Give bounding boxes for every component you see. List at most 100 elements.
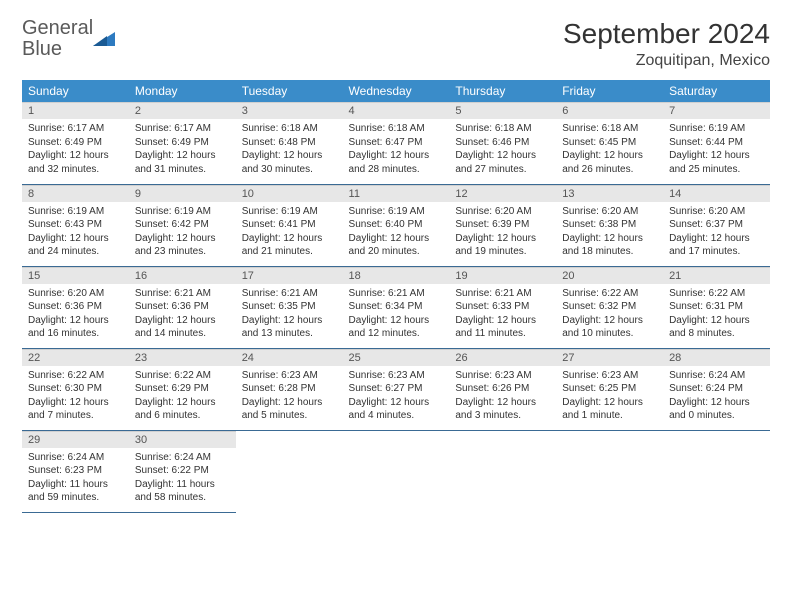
calendar-cell: 15Sunrise: 6:20 AMSunset: 6:36 PMDayligh… bbox=[22, 266, 129, 348]
day-info: Sunrise: 6:24 AMSunset: 6:22 PMDaylight:… bbox=[129, 448, 236, 509]
calendar-cell bbox=[449, 430, 556, 512]
day-info: Sunrise: 6:20 AMSunset: 6:37 PMDaylight:… bbox=[663, 202, 770, 263]
day-number: 27 bbox=[556, 349, 663, 366]
calendar-table: Sunday Monday Tuesday Wednesday Thursday… bbox=[22, 80, 770, 513]
calendar-cell: 29Sunrise: 6:24 AMSunset: 6:23 PMDayligh… bbox=[22, 430, 129, 512]
weekday-heading: Thursday bbox=[449, 80, 556, 102]
day-info: Sunrise: 6:20 AMSunset: 6:39 PMDaylight:… bbox=[449, 202, 556, 263]
title-block: September 2024 Zoquitipan, Mexico bbox=[563, 18, 770, 70]
day-number: 20 bbox=[556, 267, 663, 284]
day-number: 29 bbox=[22, 431, 129, 448]
weekday-heading: Wednesday bbox=[343, 80, 450, 102]
calendar-cell: 12Sunrise: 6:20 AMSunset: 6:39 PMDayligh… bbox=[449, 184, 556, 266]
day-info: Sunrise: 6:22 AMSunset: 6:29 PMDaylight:… bbox=[129, 366, 236, 427]
calendar-cell bbox=[343, 430, 450, 512]
calendar-cell bbox=[663, 430, 770, 512]
calendar-cell: 21Sunrise: 6:22 AMSunset: 6:31 PMDayligh… bbox=[663, 266, 770, 348]
day-number: 23 bbox=[129, 349, 236, 366]
day-number: 28 bbox=[663, 349, 770, 366]
day-info: Sunrise: 6:19 AMSunset: 6:40 PMDaylight:… bbox=[343, 202, 450, 263]
weekday-heading: Tuesday bbox=[236, 80, 343, 102]
calendar-cell: 25Sunrise: 6:23 AMSunset: 6:27 PMDayligh… bbox=[343, 348, 450, 430]
weekday-heading: Friday bbox=[556, 80, 663, 102]
weekday-heading: Saturday bbox=[663, 80, 770, 102]
calendar-cell: 6Sunrise: 6:18 AMSunset: 6:45 PMDaylight… bbox=[556, 102, 663, 184]
logo-word1: General bbox=[22, 17, 93, 39]
day-number: 15 bbox=[22, 267, 129, 284]
day-info: Sunrise: 6:22 AMSunset: 6:31 PMDaylight:… bbox=[663, 284, 770, 345]
calendar-row: 15Sunrise: 6:20 AMSunset: 6:36 PMDayligh… bbox=[22, 266, 770, 348]
day-number: 22 bbox=[22, 349, 129, 366]
day-info: Sunrise: 6:17 AMSunset: 6:49 PMDaylight:… bbox=[129, 119, 236, 180]
calendar-cell: 23Sunrise: 6:22 AMSunset: 6:29 PMDayligh… bbox=[129, 348, 236, 430]
month-title: September 2024 bbox=[563, 18, 770, 50]
calendar-row: 22Sunrise: 6:22 AMSunset: 6:30 PMDayligh… bbox=[22, 348, 770, 430]
day-number: 17 bbox=[236, 267, 343, 284]
day-info: Sunrise: 6:19 AMSunset: 6:42 PMDaylight:… bbox=[129, 202, 236, 263]
calendar-cell: 24Sunrise: 6:23 AMSunset: 6:28 PMDayligh… bbox=[236, 348, 343, 430]
day-number: 25 bbox=[343, 349, 450, 366]
calendar-cell: 26Sunrise: 6:23 AMSunset: 6:26 PMDayligh… bbox=[449, 348, 556, 430]
day-number: 8 bbox=[22, 185, 129, 202]
calendar-cell: 10Sunrise: 6:19 AMSunset: 6:41 PMDayligh… bbox=[236, 184, 343, 266]
day-info: Sunrise: 6:18 AMSunset: 6:47 PMDaylight:… bbox=[343, 119, 450, 180]
calendar-cell: 9Sunrise: 6:19 AMSunset: 6:42 PMDaylight… bbox=[129, 184, 236, 266]
day-info: Sunrise: 6:23 AMSunset: 6:27 PMDaylight:… bbox=[343, 366, 450, 427]
calendar-cell: 3Sunrise: 6:18 AMSunset: 6:48 PMDaylight… bbox=[236, 102, 343, 184]
day-number: 24 bbox=[236, 349, 343, 366]
day-number: 7 bbox=[663, 102, 770, 119]
header: General Blue September 2024 Zoquitipan, … bbox=[22, 18, 770, 70]
day-number: 11 bbox=[343, 185, 450, 202]
calendar-row: 29Sunrise: 6:24 AMSunset: 6:23 PMDayligh… bbox=[22, 430, 770, 512]
location: Zoquitipan, Mexico bbox=[563, 52, 770, 70]
day-info: Sunrise: 6:19 AMSunset: 6:41 PMDaylight:… bbox=[236, 202, 343, 263]
day-info: Sunrise: 6:21 AMSunset: 6:35 PMDaylight:… bbox=[236, 284, 343, 345]
calendar-cell: 22Sunrise: 6:22 AMSunset: 6:30 PMDayligh… bbox=[22, 348, 129, 430]
day-info: Sunrise: 6:17 AMSunset: 6:49 PMDaylight:… bbox=[22, 119, 129, 180]
day-info: Sunrise: 6:19 AMSunset: 6:44 PMDaylight:… bbox=[663, 119, 770, 180]
calendar-row: 1Sunrise: 6:17 AMSunset: 6:49 PMDaylight… bbox=[22, 102, 770, 184]
weekday-heading: Monday bbox=[129, 80, 236, 102]
day-number: 18 bbox=[343, 267, 450, 284]
day-number: 30 bbox=[129, 431, 236, 448]
calendar-cell: 14Sunrise: 6:20 AMSunset: 6:37 PMDayligh… bbox=[663, 184, 770, 266]
calendar-cell: 11Sunrise: 6:19 AMSunset: 6:40 PMDayligh… bbox=[343, 184, 450, 266]
calendar-cell: 27Sunrise: 6:23 AMSunset: 6:25 PMDayligh… bbox=[556, 348, 663, 430]
day-info: Sunrise: 6:22 AMSunset: 6:30 PMDaylight:… bbox=[22, 366, 129, 427]
calendar-cell: 1Sunrise: 6:17 AMSunset: 6:49 PMDaylight… bbox=[22, 102, 129, 184]
day-info: Sunrise: 6:18 AMSunset: 6:45 PMDaylight:… bbox=[556, 119, 663, 180]
day-number: 6 bbox=[556, 102, 663, 119]
day-number: 9 bbox=[129, 185, 236, 202]
day-info: Sunrise: 6:19 AMSunset: 6:43 PMDaylight:… bbox=[22, 202, 129, 263]
logo-sail-icon bbox=[93, 30, 117, 48]
calendar-cell: 19Sunrise: 6:21 AMSunset: 6:33 PMDayligh… bbox=[449, 266, 556, 348]
day-number: 13 bbox=[556, 185, 663, 202]
calendar-cell: 2Sunrise: 6:17 AMSunset: 6:49 PMDaylight… bbox=[129, 102, 236, 184]
day-info: Sunrise: 6:23 AMSunset: 6:26 PMDaylight:… bbox=[449, 366, 556, 427]
day-info: Sunrise: 6:21 AMSunset: 6:33 PMDaylight:… bbox=[449, 284, 556, 345]
day-info: Sunrise: 6:24 AMSunset: 6:23 PMDaylight:… bbox=[22, 448, 129, 509]
weekday-header-row: Sunday Monday Tuesday Wednesday Thursday… bbox=[22, 80, 770, 102]
day-info: Sunrise: 6:18 AMSunset: 6:48 PMDaylight:… bbox=[236, 119, 343, 180]
day-number: 26 bbox=[449, 349, 556, 366]
logo: General Blue bbox=[22, 18, 117, 60]
day-info: Sunrise: 6:21 AMSunset: 6:34 PMDaylight:… bbox=[343, 284, 450, 345]
day-number: 14 bbox=[663, 185, 770, 202]
calendar-cell: 17Sunrise: 6:21 AMSunset: 6:35 PMDayligh… bbox=[236, 266, 343, 348]
day-number: 16 bbox=[129, 267, 236, 284]
day-info: Sunrise: 6:23 AMSunset: 6:28 PMDaylight:… bbox=[236, 366, 343, 427]
calendar-cell: 7Sunrise: 6:19 AMSunset: 6:44 PMDaylight… bbox=[663, 102, 770, 184]
day-number: 21 bbox=[663, 267, 770, 284]
calendar-cell: 4Sunrise: 6:18 AMSunset: 6:47 PMDaylight… bbox=[343, 102, 450, 184]
weekday-heading: Sunday bbox=[22, 80, 129, 102]
calendar-cell: 30Sunrise: 6:24 AMSunset: 6:22 PMDayligh… bbox=[129, 430, 236, 512]
calendar-cell: 8Sunrise: 6:19 AMSunset: 6:43 PMDaylight… bbox=[22, 184, 129, 266]
day-info: Sunrise: 6:23 AMSunset: 6:25 PMDaylight:… bbox=[556, 366, 663, 427]
calendar-cell bbox=[556, 430, 663, 512]
day-number: 10 bbox=[236, 185, 343, 202]
day-number: 19 bbox=[449, 267, 556, 284]
day-number: 12 bbox=[449, 185, 556, 202]
day-number: 4 bbox=[343, 102, 450, 119]
day-number: 1 bbox=[22, 102, 129, 119]
calendar-cell: 28Sunrise: 6:24 AMSunset: 6:24 PMDayligh… bbox=[663, 348, 770, 430]
